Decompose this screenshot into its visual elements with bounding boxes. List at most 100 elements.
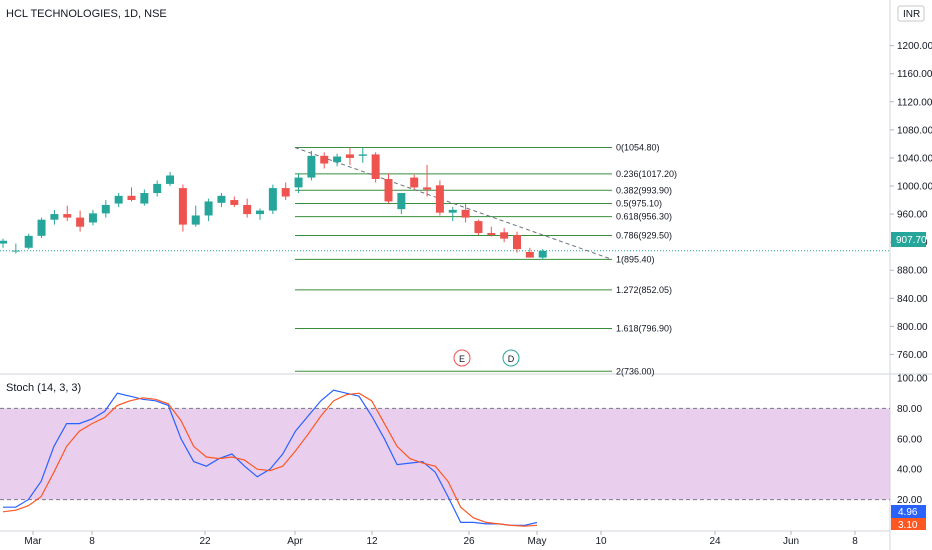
candle-body: [500, 232, 509, 239]
price-tick-label: 840.00: [897, 294, 928, 305]
currency-badge-label: INR: [903, 9, 920, 20]
time-tick-label: 22: [199, 536, 211, 547]
candle-body: [127, 195, 136, 201]
candle-body: [384, 178, 393, 202]
candle-body: [76, 217, 85, 227]
stoch-k-line: [3, 389, 538, 527]
price-tick-label: 1080.00: [897, 125, 932, 136]
time-tick-label: Jun: [783, 536, 799, 547]
time-tick-label: 26: [463, 536, 475, 547]
candle-body: [166, 175, 175, 184]
candle-body: [397, 193, 406, 210]
candle-body: [525, 251, 534, 258]
fib-level-label: 1.618(796.90): [616, 324, 672, 334]
price-tick-label: 1200.00: [897, 41, 932, 52]
stoch-tick-label: 40.00: [897, 465, 922, 476]
candle-body: [371, 154, 380, 179]
candle-body: [320, 155, 329, 164]
stoch-title: Stoch (14, 3, 3): [6, 382, 81, 394]
candle-body: [294, 177, 303, 188]
price-tick-label: 800.00: [897, 322, 928, 333]
stochastic-panel: [0, 389, 890, 527]
candle-body: [435, 185, 444, 213]
fib-level-label: 1(895.40): [616, 254, 655, 264]
candle-body: [333, 156, 342, 163]
time-tick-label: 8: [89, 536, 95, 547]
candle-body: [0, 240, 7, 244]
candle-body: [191, 215, 200, 225]
candle-body: [230, 200, 239, 205]
candle-body: [153, 183, 162, 194]
candle-body: [50, 214, 59, 220]
candle-body: [63, 214, 72, 218]
candle-body: [178, 188, 187, 225]
stoch-d-label: 3.10: [898, 520, 918, 531]
candle-body: [217, 195, 226, 203]
stoch-tick-label: 100.00: [897, 374, 928, 385]
event-marker-dividend[interactable]: D: [502, 349, 520, 367]
candle-body: [24, 235, 33, 248]
candle-body: [243, 204, 252, 215]
candle-body: [268, 188, 277, 211]
stoch-tick-label: 20.00: [897, 495, 922, 506]
candle-body: [538, 250, 547, 258]
candle-body: [358, 154, 367, 156]
candle-body: [345, 154, 354, 158]
stoch-d-tag: 3.10: [891, 518, 926, 531]
candle-body: [410, 177, 419, 188]
stoch-d-line: [2, 392, 538, 527]
symbol-title: HCL TECHNOLOGIES, 1D, NSE: [6, 8, 167, 20]
time-tick-label: 10: [595, 536, 607, 547]
fib-level-label: 0.382(993.90): [616, 185, 672, 195]
time-tick-label: 24: [709, 536, 721, 547]
fibonacci-retracement[interactable]: 0(1054.80) 0.236(1017.20) 0.382(993.90) 0.5…: [294, 143, 677, 377]
time-axis[interactable]: Mar 8 22 Apr 12 26 May 10 24 Jun 8: [24, 531, 858, 547]
stoch-k-label: 4.96: [898, 507, 918, 518]
candle-body: [423, 187, 432, 190]
last-price-tag: 907.70: [891, 232, 927, 247]
candle-body: [487, 233, 496, 236]
candle-body: [281, 188, 290, 197]
candle-body: [37, 219, 46, 236]
last-price-label: 907.70: [896, 235, 927, 246]
fib-level-label: 1.272(852.05): [616, 285, 672, 295]
event-marker-e-label: E: [459, 354, 465, 364]
currency-badge[interactable]: INR: [897, 5, 925, 22]
price-tick-label: 880.00: [897, 266, 928, 277]
time-tick-label: 12: [366, 536, 378, 547]
price-tick-label: 1120.00: [897, 97, 932, 108]
time-tick-label: Apr: [287, 536, 303, 547]
candle-body: [448, 209, 457, 213]
stoch-k-tag: 4.96: [891, 505, 926, 518]
candle-body: [204, 201, 213, 216]
candle-body: [513, 235, 521, 250]
candlestick-series: [0, 147, 547, 260]
time-tick-label: 8: [852, 536, 858, 547]
fib-level-label: 0.5(975.10): [616, 198, 662, 208]
candle-body: [140, 193, 149, 204]
fib-level-label: 0.618(956.30): [616, 212, 672, 222]
candle-body: [256, 210, 264, 215]
price-axis[interactable]: 760.00800.00840.00880.00920.00960.001000…: [890, 41, 932, 506]
fib-level-label: 0.786(929.50): [616, 230, 672, 240]
candle-body: [88, 213, 97, 223]
price-tick-label: 1160.00: [897, 69, 932, 80]
fib-level-label: 2(736.00): [616, 366, 655, 376]
time-tick-label: May: [528, 536, 547, 547]
fib-trend-line: [294, 147, 613, 260]
stoch-tick-label: 80.00: [897, 404, 922, 415]
event-marker-earnings[interactable]: E: [453, 349, 471, 367]
price-tick-label: 1040.00: [897, 153, 932, 164]
candle-body: [101, 204, 110, 214]
candle-body: [11, 250, 20, 252]
fib-level-label: 0(1054.80): [616, 143, 660, 153]
event-marker-d-label: D: [508, 354, 515, 364]
price-tick-label: 960.00: [897, 210, 928, 221]
candle-body: [461, 209, 470, 218]
fib-level-label: 0.236(1017.20): [616, 169, 677, 179]
candle-body: [114, 195, 123, 204]
stoch-band: [0, 408, 890, 500]
price-tick-label: 760.00: [897, 350, 928, 361]
